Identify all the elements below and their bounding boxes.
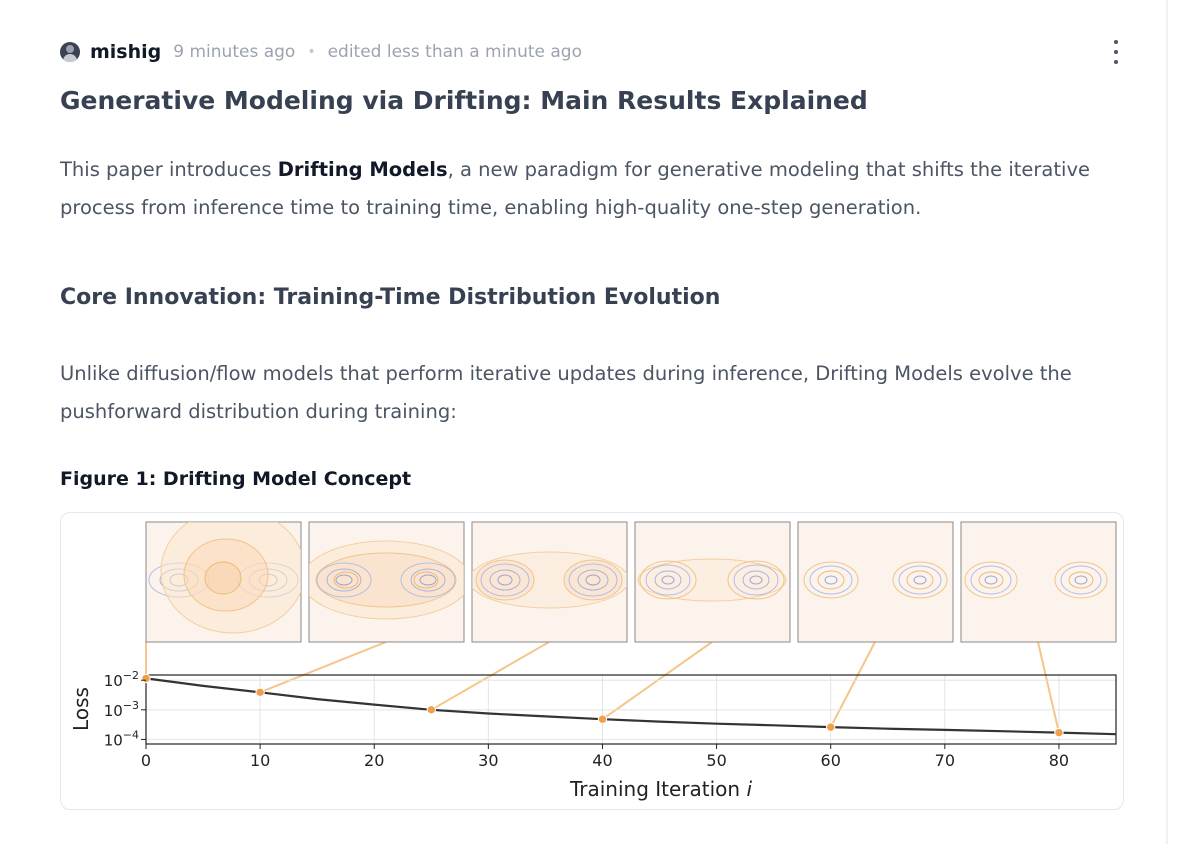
x-axis-ticks: 0 10 20 30 40 50 60 70 80 (141, 744, 1069, 770)
snapshot-point (426, 705, 436, 715)
x-tick-label: 0 (141, 751, 151, 770)
snapshot-panel-4 (634, 521, 791, 643)
x-tick-label: 20 (364, 751, 384, 770)
x-tick-label: 30 (478, 751, 498, 770)
figure-caption: Figure 1: Drifting Model Concept (60, 468, 412, 490)
snapshot-connector (259, 641, 387, 694)
x-tick-label: 50 (706, 751, 726, 770)
snapshot-point (597, 714, 608, 724)
post-meta: mishig 9 minutes ago • edited less than … (60, 38, 582, 66)
edited-time[interactable]: edited less than a minute ago (327, 42, 582, 62)
snapshot-panel-1 (145, 521, 302, 643)
x-tick-label: 80 (1049, 751, 1069, 770)
snapshot-panel-6 (960, 521, 1117, 643)
intro-bold: Drifting Models (277, 158, 448, 181)
x-tick-label: 70 (935, 751, 955, 770)
snapshot-point (255, 687, 265, 698)
figure-card: 0 10 20 30 40 50 60 70 80 10−2 10−3 10−4 Training … (60, 512, 1124, 810)
section-paragraph: Unlike diffusion/flow models that perfor… (60, 362, 1072, 423)
snapshot-points (141, 673, 1064, 738)
y-axis-ticks: 10−2 10−3 10−4 (104, 669, 146, 749)
author-name[interactable]: mishig (90, 41, 162, 63)
loss-curve (145, 677, 1117, 736)
snapshot-connector (829, 641, 876, 728)
avatar[interactable] (60, 42, 80, 62)
x-axis-label: Training Iteration i (569, 777, 752, 801)
section-heading: Core Innovation: Training-Time Distribut… (60, 285, 721, 310)
more-options-icon[interactable] (1111, 40, 1121, 64)
intro-text-end: , a new paradigm for generative modeling… (60, 158, 1090, 219)
intro-text-start: This paper introduces (60, 158, 278, 181)
snapshot-connector (1037, 641, 1060, 733)
snapshot-point (1054, 727, 1064, 738)
snapshot-panel-5 (797, 521, 954, 643)
x-tick-label: 10 (250, 751, 270, 770)
snapshot-connector (430, 641, 550, 711)
y-tick-label: 10−2 (104, 669, 139, 690)
posted-time: 9 minutes ago (173, 42, 296, 62)
intro-paragraph: This paper introduces Drifting Models, a… (60, 151, 1120, 227)
snapshot-connectors (145, 641, 1060, 733)
plot-grid (145, 675, 1116, 744)
x-tick-label: 40 (592, 751, 612, 770)
right-rail (1166, 0, 1168, 844)
snapshot-panel-2 (308, 521, 465, 643)
y-tick-label: 10−4 (104, 728, 139, 749)
meta-separator: • (307, 44, 316, 60)
x-tick-label: 60 (821, 751, 841, 770)
snapshot-point (826, 722, 836, 732)
figure-1-drifting-concept: 0 10 20 30 40 50 60 70 80 10−2 10−3 10−4 Training … (69, 521, 1117, 801)
post-title: Generative Modeling via Drifting: Main R… (60, 86, 868, 115)
y-axis-label: Loss (69, 687, 93, 731)
snapshot-panel-3 (471, 521, 628, 643)
snapshot-point (141, 673, 151, 684)
y-tick-label: 10−3 (104, 699, 139, 720)
